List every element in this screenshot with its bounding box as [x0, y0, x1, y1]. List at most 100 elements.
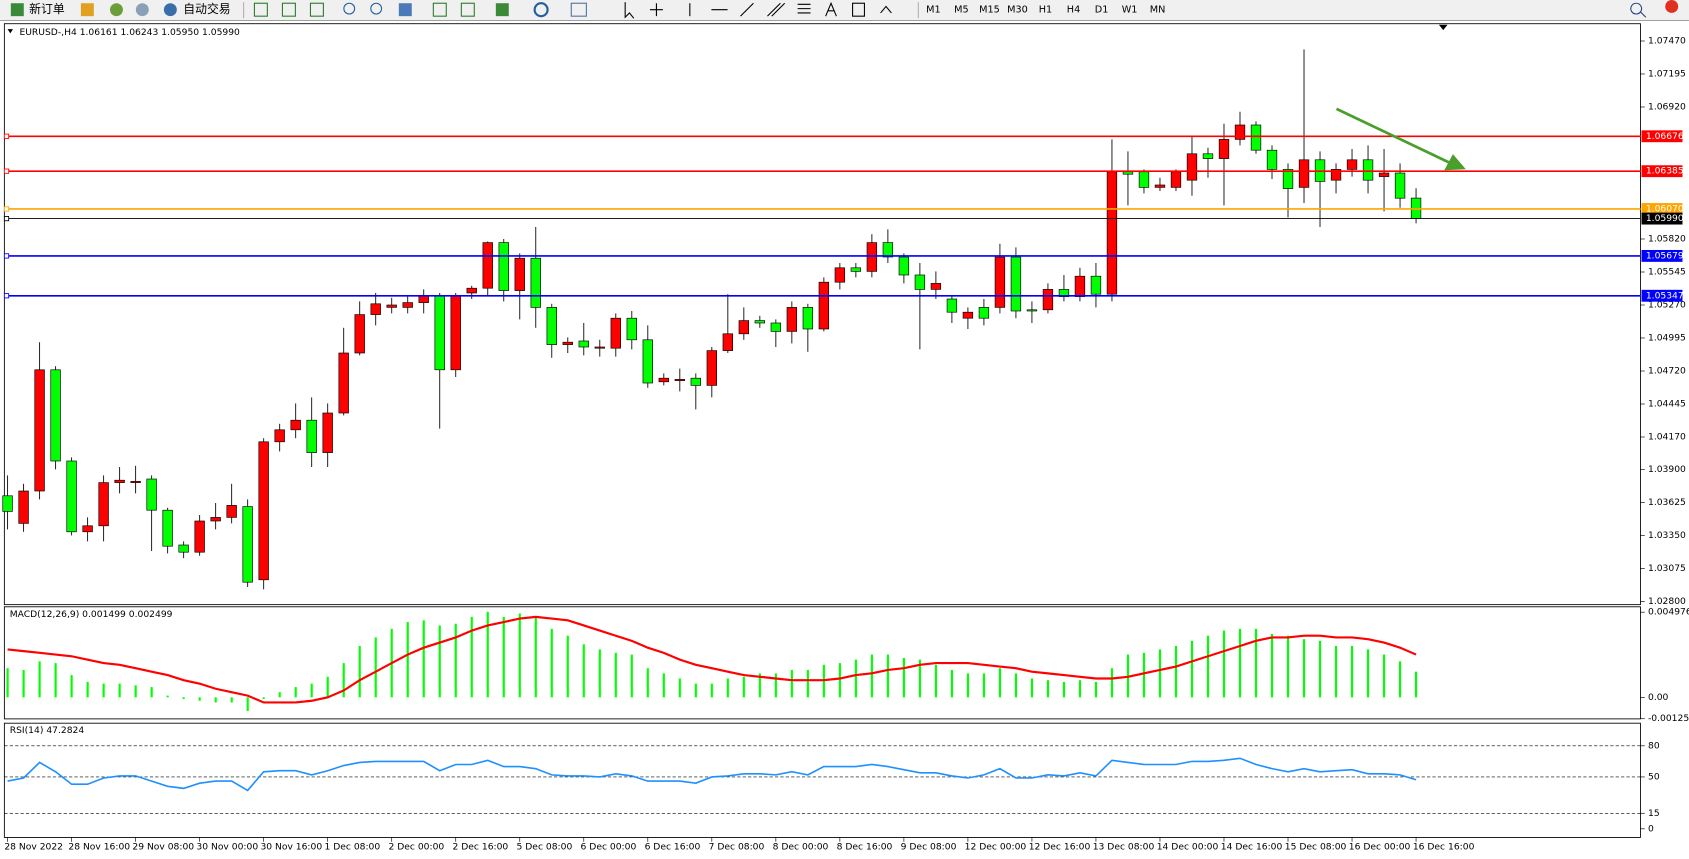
macd-bar	[790, 669, 793, 698]
chart-tool[interactable]	[281, 2, 296, 17]
macd-bar	[1254, 628, 1258, 698]
chart-tool[interactable]	[253, 2, 268, 17]
timeframe-button[interactable]: H1	[1039, 5, 1052, 16]
text-tool[interactable]	[825, 1, 837, 17]
candle-body	[370, 303, 381, 315]
y-tick-label: 1.04445	[1648, 398, 1686, 409]
chart-tool[interactable]	[309, 2, 324, 17]
macd-bar	[6, 668, 9, 698]
macd-bar	[342, 663, 345, 698]
candle-body	[706, 350, 717, 386]
y-tick-label: 1.03900	[1648, 464, 1686, 475]
candle-body	[770, 322, 782, 332]
fibo-tool[interactable]	[797, 3, 811, 14]
price-label-bg	[1641, 165, 1683, 178]
macd-bar	[966, 673, 969, 698]
timeframe-button[interactable]: W1	[1122, 5, 1138, 16]
price-label: 1.06385	[1646, 166, 1684, 177]
timeframe-button[interactable]: H4	[1067, 5, 1080, 16]
macd-bar	[406, 622, 409, 698]
indicators[interactable]	[495, 3, 509, 17]
zoom-out[interactable]	[370, 2, 383, 15]
price-label-bg	[1641, 130, 1683, 143]
candle-body	[834, 267, 846, 283]
candle-body	[594, 346, 605, 349]
y-tick-label: 1.03075	[1648, 563, 1686, 574]
timeframe-button[interactable]: M15	[979, 5, 1000, 16]
candle-body	[1218, 139, 1230, 159]
y-tick-label: 1.03350	[1648, 530, 1686, 541]
timeframe-button[interactable]: M30	[1007, 5, 1028, 16]
chart-tool[interactable]	[432, 2, 447, 17]
trendline-tool[interactable]	[740, 2, 754, 17]
candle-body	[322, 412, 333, 453]
macd-bar	[1094, 681, 1098, 698]
level-handle	[3, 133, 10, 139]
x-tick-label: 29 Nov 08:00	[132, 842, 194, 853]
candle-body	[994, 256, 1006, 308]
x-tick-label: 28 Nov 2022	[4, 842, 63, 853]
y-tick-label: 1.07470	[1648, 35, 1686, 46]
candle-body	[1298, 159, 1310, 188]
zoom-in[interactable]	[343, 2, 356, 15]
candle-body	[274, 429, 285, 443]
auto-trading-button[interactable]: 自动交易	[183, 2, 230, 16]
timeframe-button[interactable]: M1	[926, 5, 941, 16]
label-tool[interactable]	[852, 2, 865, 17]
macd-signal-line	[7, 615, 1417, 704]
channel-tool[interactable]	[767, 2, 786, 17]
y-tick-label: 80	[1648, 740, 1660, 751]
macd-bar	[1222, 630, 1226, 698]
macd-bar	[134, 685, 137, 698]
candle-body	[1074, 275, 1086, 297]
candle-body	[642, 339, 653, 384]
macd-bar	[438, 625, 441, 698]
candle-body	[210, 517, 221, 522]
candle-body	[434, 295, 445, 371]
candle-body	[1186, 153, 1198, 181]
tool-icon[interactable]	[80, 3, 94, 17]
candle-body	[578, 340, 589, 348]
tool-icon[interactable]	[135, 3, 149, 17]
templates[interactable]	[570, 2, 587, 17]
cursor-tool[interactable]	[624, 2, 635, 19]
macd-bar	[806, 669, 809, 698]
new-order-button[interactable]: 新订单	[29, 2, 65, 16]
tile-windows[interactable]	[398, 3, 412, 17]
candle-body	[162, 509, 173, 547]
timeframe-button[interactable]: MN	[1150, 5, 1166, 16]
y-tick-label: 1.05820	[1648, 233, 1686, 244]
crosshair-tool[interactable]	[649, 3, 663, 17]
timeframe-button[interactable]: D1	[1095, 5, 1109, 16]
chart-tool[interactable]	[460, 2, 475, 17]
macd-bar	[326, 676, 329, 698]
macd-bar	[1078, 680, 1082, 698]
price-label-bg	[1641, 249, 1683, 262]
macd-bar	[1206, 635, 1210, 698]
periods[interactable]	[533, 2, 549, 18]
search-icon[interactable]	[1630, 2, 1647, 18]
candle-body	[18, 490, 29, 524]
macd-bar	[646, 668, 649, 698]
candle-body	[402, 302, 413, 308]
tool-icon[interactable]	[109, 3, 123, 17]
y-tick-label: 0	[1648, 823, 1654, 834]
macd-bar	[214, 697, 217, 703]
notification-badge[interactable]	[1665, 0, 1679, 13]
candle-body	[146, 478, 157, 511]
new-order-icon[interactable]	[10, 3, 24, 17]
x-tick-label: 16 Dec 00:00	[1349, 842, 1411, 853]
candle-body	[674, 379, 685, 381]
timeframe-button[interactable]: M5	[954, 5, 969, 16]
macd-bar	[1030, 678, 1034, 698]
candle-body	[1282, 169, 1294, 189]
auto-trading-icon[interactable]	[163, 3, 177, 17]
main-chart: 1.07470 1.07195 1.06920 1.05820 1.05545 1.052…	[2, 35, 1686, 607]
macd-bar	[486, 611, 489, 698]
candle-body	[914, 274, 926, 290]
x-tick-label: 12 Dec 16:00	[1029, 842, 1091, 853]
candle-body	[898, 256, 910, 276]
y-tick-label: 50	[1648, 771, 1660, 782]
y-tick-label: 1.04720	[1648, 365, 1686, 376]
arrows-tool[interactable]	[880, 5, 892, 14]
